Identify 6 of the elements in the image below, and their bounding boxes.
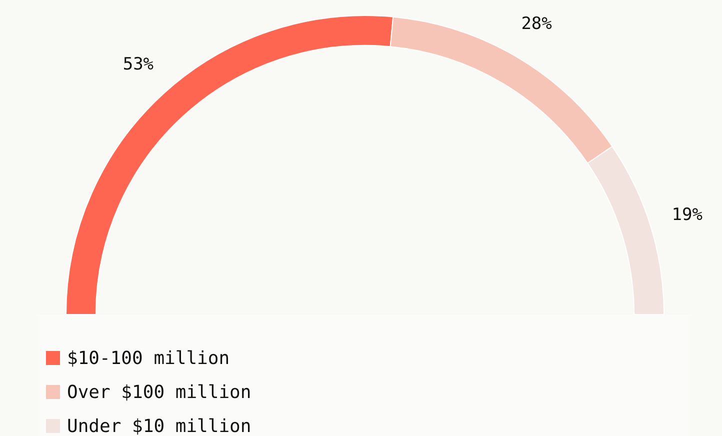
legend-label: $10-100 million [67, 348, 230, 368]
data-label: 19% [672, 204, 702, 225]
data-label: 53% [122, 54, 154, 75]
legend-label: Over $100 million [67, 382, 252, 402]
legend-label: Under $10 million [67, 416, 252, 436]
data-label: 28% [521, 14, 552, 34]
